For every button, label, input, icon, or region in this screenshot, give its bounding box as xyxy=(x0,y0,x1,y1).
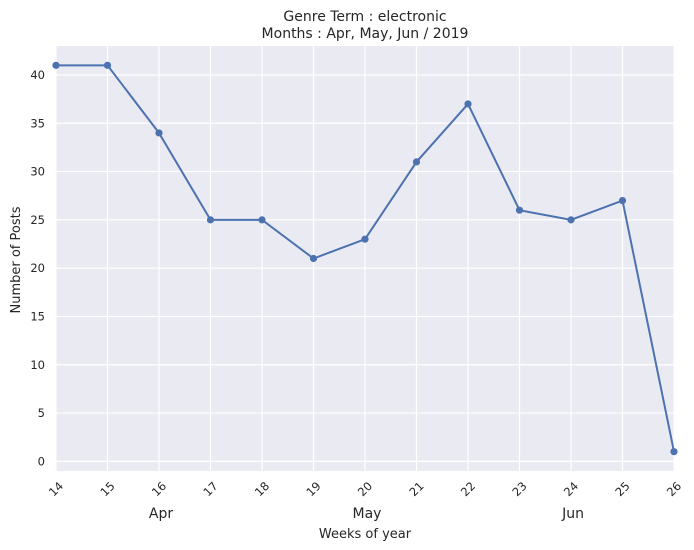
data-point xyxy=(464,100,472,108)
data-point xyxy=(361,235,369,243)
chart-title: Genre Term : electronic xyxy=(283,9,446,25)
chart-subtitle: Months : Apr, May, Jun / 2019 xyxy=(262,26,469,42)
data-point xyxy=(258,216,266,224)
data-point xyxy=(515,206,524,214)
month-label: Apr xyxy=(149,506,173,522)
month-label: Jun xyxy=(561,506,584,522)
data-point xyxy=(412,158,421,166)
data-points xyxy=(52,61,678,456)
data-point xyxy=(670,448,678,456)
y-tick-labels: 0 5 10 15 20 25 30 35 40 xyxy=(30,68,45,468)
y-tick-label: 35 xyxy=(30,116,45,130)
x-tick-label: 17 xyxy=(200,479,220,499)
y-tick-label: 30 xyxy=(30,165,45,179)
month-labels: Apr May Jun xyxy=(149,506,584,522)
data-point xyxy=(567,216,575,224)
x-tick-label: 20 xyxy=(355,479,375,499)
x-tick-label: 23 xyxy=(509,479,529,499)
y-axis-label: Number of Posts xyxy=(9,206,24,313)
y-tick-label: 15 xyxy=(30,309,45,323)
x-tick-label: 26 xyxy=(664,479,684,499)
data-point xyxy=(309,254,318,263)
x-axis-label: Weeks of year xyxy=(319,527,412,542)
x-tick-label: 19 xyxy=(303,479,323,499)
x-tick-label: 25 xyxy=(612,479,632,499)
y-tick-label: 10 xyxy=(30,358,45,372)
x-tick-label: 16 xyxy=(149,479,169,499)
x-tick-labels: 14 15 16 17 18 19 20 21 22 23 24 25 26 xyxy=(46,479,684,499)
data-point xyxy=(52,61,60,69)
y-tick-label: 0 xyxy=(38,454,45,468)
x-tick-label: 18 xyxy=(252,479,272,499)
data-point xyxy=(155,129,163,137)
y-tick-label: 20 xyxy=(30,261,45,275)
data-point xyxy=(206,216,215,224)
x-tick-label: 21 xyxy=(406,479,426,499)
y-tick-label: 25 xyxy=(30,213,45,227)
month-label: May xyxy=(353,506,382,522)
x-tick-label: 22 xyxy=(458,479,478,499)
data-point xyxy=(103,61,112,69)
x-tick-label: 15 xyxy=(97,479,117,499)
y-tick-label: 5 xyxy=(38,406,45,420)
x-tick-label: 14 xyxy=(46,479,66,499)
y-tick-label: 40 xyxy=(30,68,45,82)
data-point xyxy=(618,196,627,205)
x-tick-label: 24 xyxy=(561,479,581,499)
